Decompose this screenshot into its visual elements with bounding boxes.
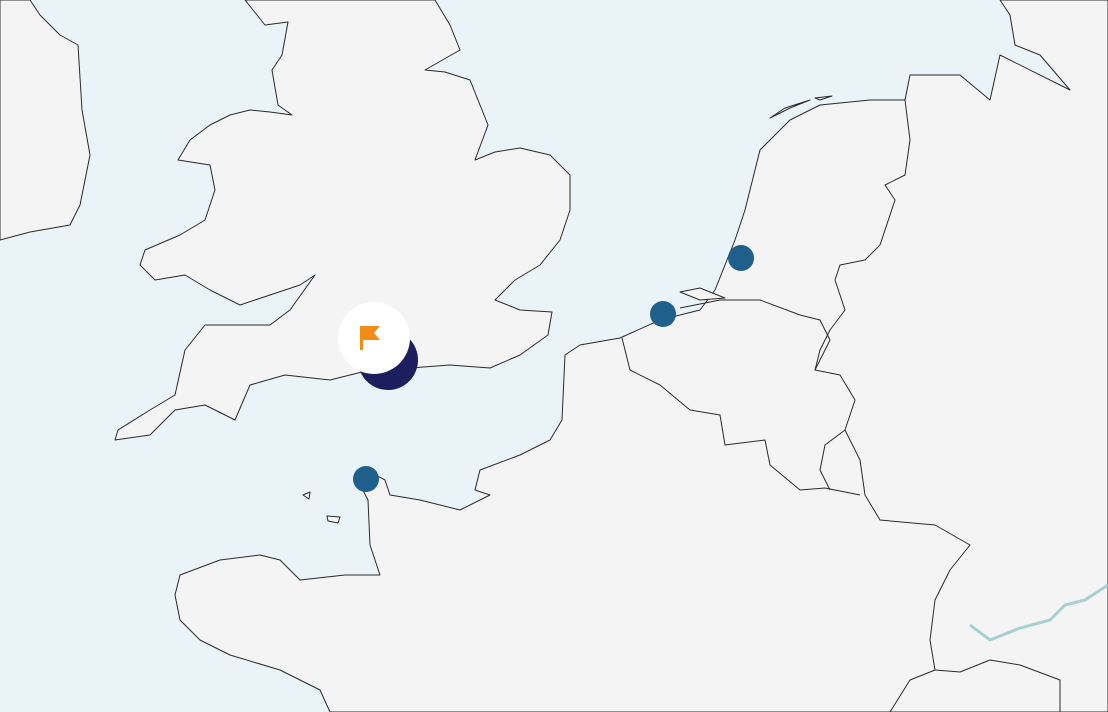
- border: [934, 659, 1061, 712]
- great-britain: [114, 0, 571, 441]
- island: [814, 95, 833, 101]
- map-marker[interactable]: [353, 466, 379, 492]
- ireland: [0, 0, 91, 241]
- river: [969, 583, 1108, 642]
- island: [769, 99, 811, 119]
- map-marker[interactable]: [650, 301, 676, 327]
- flag: [363, 326, 380, 340]
- border: [679, 299, 831, 371]
- island: [302, 491, 311, 500]
- border: [621, 337, 861, 496]
- border: [814, 99, 971, 712]
- island: [679, 287, 726, 301]
- selected-marker[interactable]: [338, 302, 410, 374]
- continent: [174, 0, 1108, 712]
- flag-pole: [360, 326, 363, 350]
- border: [819, 429, 846, 491]
- island: [326, 515, 341, 524]
- map-marker[interactable]: [728, 245, 754, 271]
